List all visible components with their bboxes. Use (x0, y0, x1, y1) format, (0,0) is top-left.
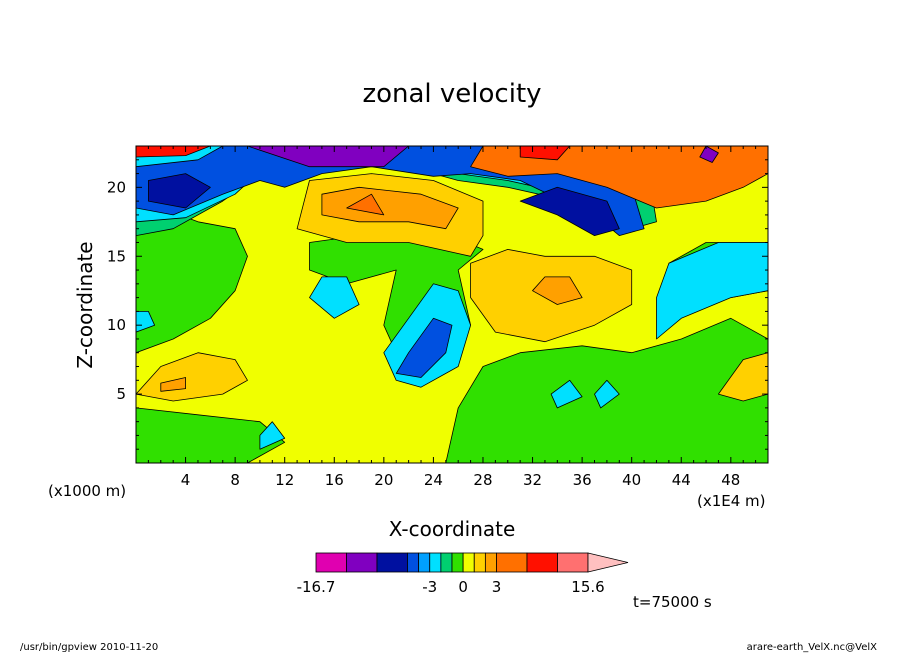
colorbar: -16.7 -3 0 3 15.6 (297, 552, 629, 596)
x-tick-label: 12 (275, 471, 294, 489)
file-label: arare-earth_VelX.nc@VelX (747, 642, 878, 653)
contour-region (136, 407, 286, 463)
contour-region (470, 146, 768, 209)
contour-region (259, 421, 286, 450)
chart-title: zonal velocity (362, 79, 541, 109)
contour-region (656, 242, 768, 340)
x-tick-label: 4 (181, 471, 191, 489)
y-tick-label: 20 (107, 178, 126, 196)
x-tick-label: 36 (573, 471, 592, 489)
colorbar-bin (418, 552, 431, 573)
x-scale-note: (x1E4 m) (697, 492, 766, 510)
colorbar-bin (429, 552, 442, 573)
contour-region (147, 173, 211, 209)
x-tick-label: 16 (325, 471, 344, 489)
contour-region (346, 193, 385, 216)
contour-region (247, 146, 410, 168)
y-axis-label: Z-coordinate (73, 241, 97, 368)
x-tick-label: 32 (523, 471, 542, 489)
x-tick-label: 48 (721, 471, 740, 489)
y-axis: 5 10 15 20 (107, 159, 768, 450)
y-tick-label: 10 (107, 316, 126, 334)
colorbar-bin (451, 552, 464, 573)
contour-region (395, 317, 453, 378)
colorbar-label: 15.6 (571, 578, 604, 596)
colorbar-bin (440, 552, 453, 573)
contour-region (519, 186, 620, 237)
colorbar-label: -3 (422, 578, 437, 596)
contour-region (321, 186, 459, 230)
colorbar-arrow (587, 552, 629, 573)
x-tick-label: 40 (622, 471, 641, 489)
colorbar-label: -16.7 (297, 578, 336, 596)
colorbar-bin (557, 552, 589, 573)
colorbar-bin (407, 552, 420, 573)
x-axis: 4 8 12 16 20 24 28 32 36 40 44 48 (147, 146, 757, 489)
colorbar-label: 0 (458, 578, 468, 596)
contour-region (160, 377, 187, 392)
x-unit-label: (x1000 m) (48, 482, 126, 500)
colorbar-bin (484, 552, 497, 573)
contour-region (594, 379, 620, 409)
y-tick-label: 5 (116, 385, 126, 403)
x-tick-label: 24 (424, 471, 443, 489)
program-label: /usr/bin/gpview 2010-11-20 (20, 642, 158, 653)
contour-region (136, 310, 156, 333)
contour-region (136, 146, 211, 158)
x-tick-label: 44 (672, 471, 691, 489)
colorbar-label: 3 (492, 578, 502, 596)
colorbar-bin (473, 552, 486, 573)
x-tick-label: 8 (230, 471, 240, 489)
contour-region (309, 276, 360, 319)
colorbar-bin (526, 552, 558, 573)
x-axis-label: X-coordinate (389, 517, 516, 541)
time-label: t=75000 s (633, 593, 712, 611)
colorbar-bin (346, 552, 378, 573)
contour-region (550, 379, 583, 409)
x-tick-label: 28 (473, 471, 492, 489)
x-tick-label: 20 (374, 471, 393, 489)
colorbar-bin (496, 552, 528, 573)
colorbar-bin (462, 552, 475, 573)
contour-region (718, 352, 768, 402)
colorbar-bin (376, 552, 408, 573)
y-tick-label: 15 (107, 247, 126, 265)
plot-frame (135, 145, 769, 464)
contour-region (699, 146, 719, 163)
contour-field (136, 146, 768, 463)
colorbar-bin (315, 552, 347, 573)
contour-region (532, 276, 583, 305)
